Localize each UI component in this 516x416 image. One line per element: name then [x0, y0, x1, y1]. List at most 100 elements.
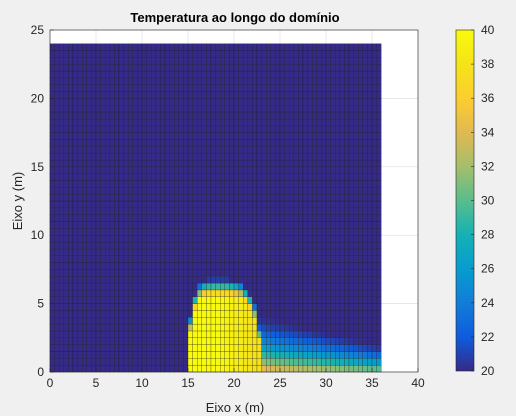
heatmap-cell: [95, 84, 101, 92]
heatmap-cell: [169, 262, 175, 270]
heatmap-cell: [178, 276, 184, 284]
heatmap-cell: [289, 43, 294, 51]
heatmap-cell: [192, 84, 198, 92]
heatmap-cell: [261, 207, 267, 215]
heatmap-cell: [197, 70, 202, 79]
heatmap-cell: [118, 330, 124, 338]
heatmap-cell: [252, 77, 258, 85]
heatmap-cell: [312, 64, 317, 72]
heatmap-cell: [155, 159, 161, 167]
heatmap-cell: [307, 166, 313, 174]
heatmap-cell: [220, 323, 225, 332]
heatmap-cell: [82, 111, 87, 120]
heatmap-cell: [86, 125, 92, 133]
heatmap-cell: [229, 70, 235, 79]
heatmap-cell: [367, 70, 373, 79]
heatmap-cell: [302, 221, 308, 229]
heatmap-cell: [164, 303, 170, 311]
heatmap-cell: [224, 193, 230, 202]
heatmap-cell: [353, 139, 359, 147]
heatmap-cell: [348, 276, 354, 284]
heatmap-cell: [128, 152, 133, 161]
heatmap-cell: [72, 303, 78, 311]
heatmap-cell: [164, 111, 170, 120]
heatmap-cell: [105, 84, 110, 92]
heatmap-cell: [201, 118, 207, 126]
heatmap-cell: [155, 241, 161, 250]
heatmap-cell: [91, 200, 97, 209]
heatmap-cell: [307, 125, 313, 133]
heatmap-cell: [371, 255, 377, 263]
heatmap-cell: [54, 282, 60, 291]
heatmap-cell: [289, 57, 294, 65]
heatmap-cell: [197, 296, 202, 304]
heatmap-cell: [284, 303, 290, 311]
heatmap-cell: [77, 248, 83, 256]
heatmap-cell: [63, 111, 69, 120]
heatmap-cell: [49, 317, 55, 325]
heatmap-cell: [330, 289, 336, 297]
heatmap-cell: [114, 344, 120, 352]
heatmap-cell: [220, 221, 225, 229]
heatmap-cell: [146, 139, 152, 147]
heatmap-cell: [335, 310, 340, 318]
heatmap-cell: [348, 282, 354, 291]
heatmap-cell: [362, 50, 368, 58]
heatmap-cell: [270, 111, 276, 120]
heatmap-cell: [155, 43, 161, 51]
heatmap-cell: [362, 255, 368, 263]
heatmap-cell: [321, 125, 327, 133]
heatmap-cell: [376, 364, 382, 373]
heatmap-cell: [201, 91, 207, 99]
colorbar-tick-label: 28: [481, 228, 495, 242]
heatmap-cell: [266, 98, 271, 106]
heatmap-cell: [215, 269, 221, 277]
heatmap-cell: [169, 84, 175, 92]
heatmap-cell: [279, 200, 285, 209]
heatmap-cell: [362, 166, 368, 174]
heatmap-cell: [348, 207, 354, 215]
heatmap-cell: [206, 364, 212, 373]
heatmap-cell: [302, 193, 308, 202]
heatmap-cell: [118, 317, 124, 325]
heatmap-cell: [164, 91, 170, 99]
heatmap-cell: [146, 159, 152, 167]
heatmap-cell: [183, 111, 189, 120]
heatmap-cell: [353, 276, 359, 284]
heatmap-cell: [238, 289, 244, 297]
heatmap-cell: [210, 235, 216, 243]
heatmap-cell: [215, 282, 221, 291]
heatmap-cell: [238, 214, 244, 222]
heatmap-cell: [233, 64, 239, 72]
heatmap-cell: [353, 235, 359, 243]
heatmap-cell: [132, 228, 138, 236]
heatmap-cell: [91, 248, 97, 256]
heatmap-cell: [132, 262, 138, 270]
heatmap-cell: [100, 111, 106, 120]
heatmap-cell: [63, 344, 69, 352]
heatmap-cell: [137, 200, 143, 209]
heatmap-cell: [376, 43, 382, 51]
heatmap-cell: [68, 364, 74, 373]
heatmap-cell: [49, 228, 55, 236]
heatmap-cell: [68, 344, 74, 352]
heatmap-cell: [132, 330, 138, 338]
heatmap-cell: [164, 262, 170, 270]
heatmap-cell: [169, 139, 175, 147]
heatmap-cell: [137, 159, 143, 167]
heatmap-cell: [132, 70, 138, 79]
heatmap-cell: [201, 310, 207, 318]
heatmap-cell: [105, 70, 110, 79]
heatmap-cell: [256, 125, 262, 133]
heatmap-cell: [132, 296, 138, 304]
heatmap-cell: [146, 289, 152, 297]
heatmap-cell: [353, 173, 359, 181]
heatmap-cell: [178, 221, 184, 229]
heatmap-cell: [137, 228, 143, 236]
heatmap-cell: [95, 351, 101, 359]
heatmap-cell: [261, 255, 267, 263]
heatmap-cell: [105, 152, 110, 161]
heatmap-cell: [215, 118, 221, 126]
heatmap-cell: [367, 214, 373, 222]
heatmap-cell: [307, 98, 313, 106]
